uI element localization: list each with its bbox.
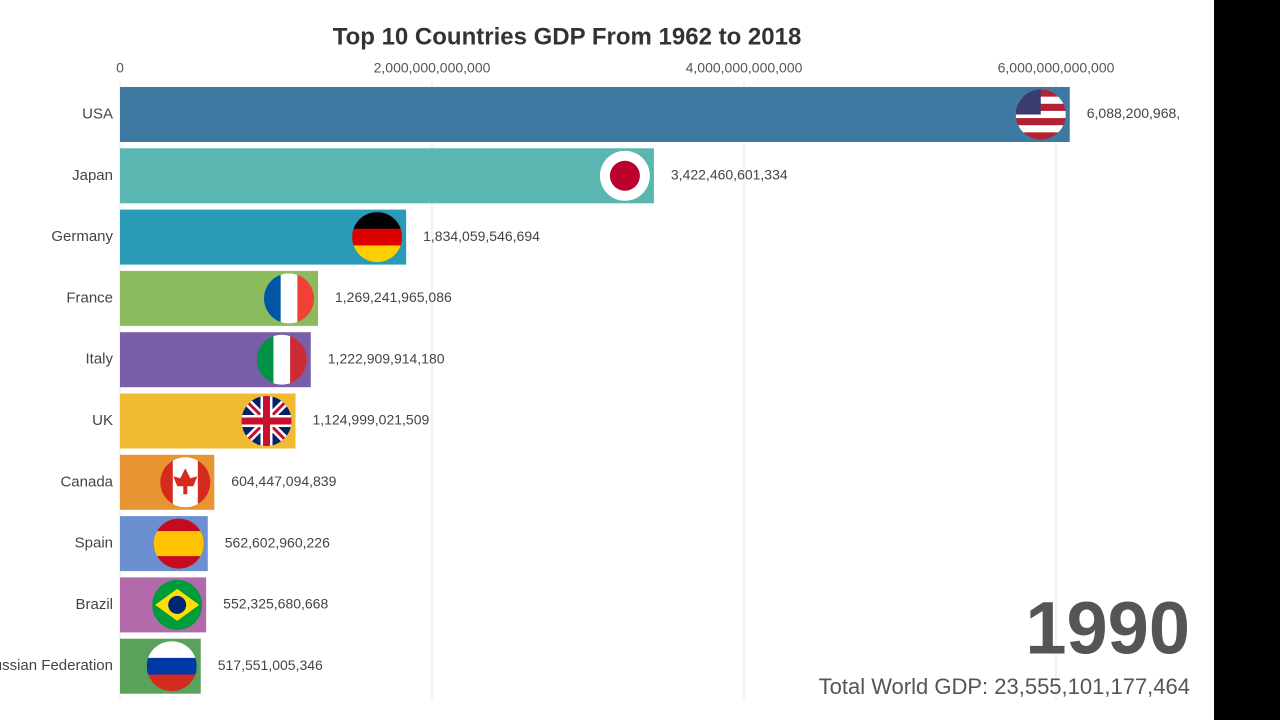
flag-stripe <box>153 531 204 545</box>
value-label: 562,602,960,226 <box>225 534 330 550</box>
flag-stripe <box>352 212 403 230</box>
category-label: Japan <box>72 167 113 184</box>
flag-icon <box>264 273 315 324</box>
flag-icon <box>1015 89 1066 140</box>
value-label: 1,834,059,546,694 <box>423 228 540 244</box>
flag-icon <box>146 641 197 692</box>
flag-dot <box>609 160 640 191</box>
year-label: 1990 <box>1025 587 1190 670</box>
category-label: France <box>66 289 113 306</box>
value-label: 517,551,005,346 <box>218 657 323 673</box>
flag-icon <box>241 396 292 446</box>
flag-stripe <box>1015 118 1066 126</box>
value-label: 6,088,200,968, <box>1087 105 1180 121</box>
flag-icon <box>599 150 650 201</box>
flag-icon <box>256 334 307 385</box>
flag-globe <box>168 595 187 614</box>
side-strip <box>1214 0 1280 720</box>
flag-stripe <box>256 334 274 385</box>
category-label: UK <box>92 412 113 429</box>
flag-stripe <box>280 273 298 324</box>
flag-stripe <box>273 334 291 385</box>
flag-stripe <box>352 228 403 246</box>
category-label: Italy <box>85 351 113 368</box>
value-label: 1,269,241,965,086 <box>335 289 452 305</box>
bars: USA 6,088,200,968, Japan 3,422,460,601,334 G… <box>0 87 1180 694</box>
x-tick-label: 0 <box>116 60 124 76</box>
bar <box>120 87 1070 142</box>
x-tick-label: 6,000,000,000,000 <box>998 60 1115 76</box>
value-label: 3,422,460,601,334 <box>671 167 788 183</box>
flag-icon <box>152 579 203 630</box>
flag-stripe <box>1015 125 1066 133</box>
category-label: Canada <box>60 473 113 490</box>
flag-leaf <box>173 468 198 495</box>
flag-stripe <box>290 334 307 385</box>
category-label: Germany <box>51 228 113 245</box>
value-label: 1,222,909,914,180 <box>328 350 445 366</box>
category-label: Spain <box>75 535 113 552</box>
total-label: Total World GDP: 23,555,101,177,464 <box>819 674 1190 699</box>
flag-stripe <box>153 543 204 557</box>
bar <box>120 148 654 204</box>
flag-stripe <box>352 245 403 263</box>
flag-stripe <box>146 657 197 676</box>
value-label: 1,124,999,021,509 <box>312 412 429 428</box>
category-label: Brazil <box>75 596 113 613</box>
flag-stripe <box>1015 110 1066 119</box>
category-label: Russian Federation <box>0 657 113 674</box>
flag-stripe <box>264 273 282 324</box>
category-label: USA <box>82 105 113 122</box>
flag-cross-red <box>241 396 292 446</box>
chart-title: Top 10 Countries GDP From 1962 to 2018 <box>333 23 802 50</box>
flag-stripe <box>297 273 315 324</box>
x-tick-label: 4,000,000,000,000 <box>686 60 803 76</box>
flag-stripe <box>1015 132 1066 140</box>
flag-stripe <box>146 641 197 659</box>
flag-stripe <box>146 674 197 692</box>
x-tick-label: 2,000,000,000,000 <box>374 60 491 76</box>
value-label: 604,447,094,839 <box>231 473 336 489</box>
flag-icon <box>352 212 403 263</box>
value-label: 552,325,680,668 <box>223 596 328 612</box>
